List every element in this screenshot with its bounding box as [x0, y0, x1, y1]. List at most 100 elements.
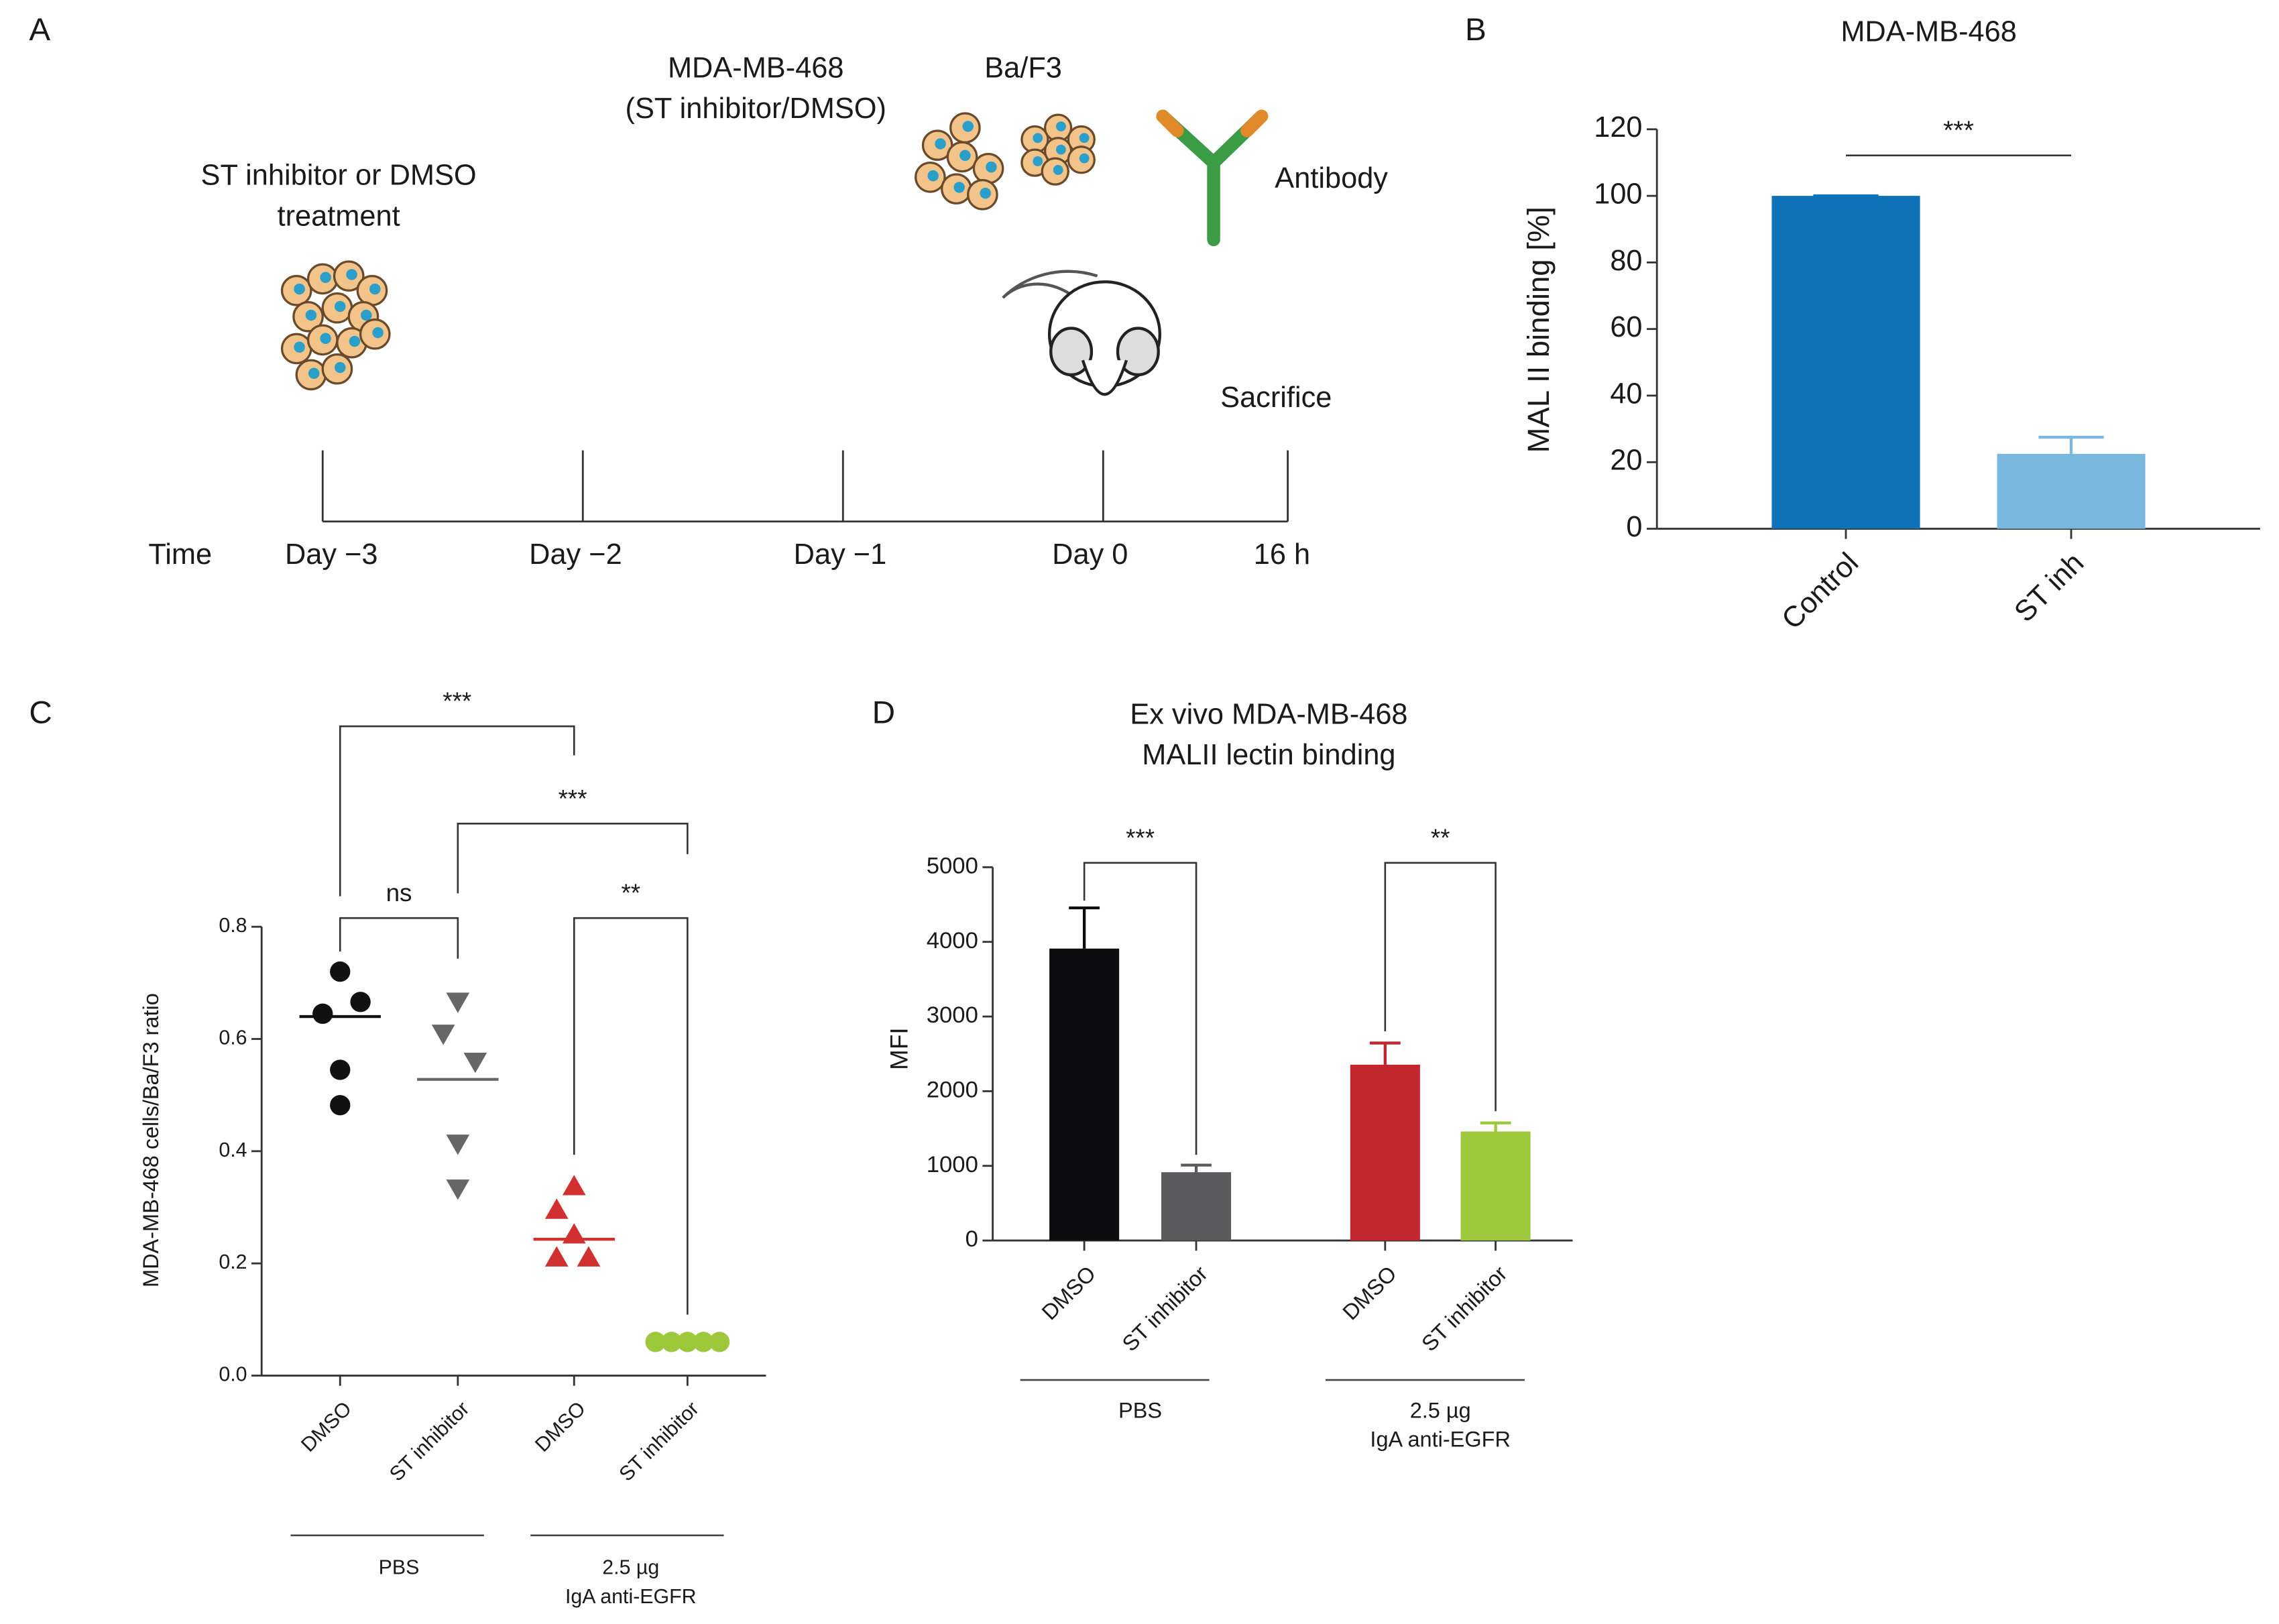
cell-nucleus: [335, 361, 346, 373]
group-label: 2.5 µg: [602, 1557, 659, 1579]
group-label: PBS: [379, 1557, 420, 1579]
bar: [1997, 453, 2146, 529]
data-point: [446, 1179, 470, 1200]
bar: [1350, 1064, 1420, 1241]
bar: [1049, 948, 1120, 1241]
y-tick-label: 60: [1610, 311, 1642, 343]
step-label: treatment: [278, 200, 400, 232]
x-tick-label: ST inhibitor: [1417, 1261, 1511, 1356]
significance-label: **: [1431, 824, 1450, 852]
cell-nucleus: [349, 335, 361, 347]
mouse-ear: [1116, 327, 1160, 377]
mouse-ear: [1049, 327, 1094, 377]
y-tick-label: 0.0: [219, 1364, 247, 1386]
y-tick-label: 1000: [927, 1152, 978, 1177]
data-point: [544, 1198, 569, 1219]
group-label: PBS: [1118, 1398, 1162, 1422]
y-tick-label: 4000: [927, 928, 978, 953]
x-tick-label: ST inhibitor: [1118, 1261, 1212, 1356]
panel-label: B: [1465, 12, 1486, 48]
step-label: ST inhibitor or DMSO: [201, 160, 477, 192]
y-tick-label: 0: [1626, 511, 1642, 543]
data-point: [577, 1246, 601, 1267]
significance-label: ns: [386, 879, 412, 907]
significance-bracket: [457, 823, 689, 894]
error-bar: [2038, 435, 2104, 454]
data-point: [330, 1059, 351, 1080]
x-tick-label: Control: [1775, 546, 1865, 636]
cell-nucleus: [294, 283, 305, 295]
cell-nucleus: [320, 272, 331, 284]
day-label: Day −2: [529, 538, 622, 571]
day-label: 16 h: [1254, 538, 1310, 571]
cell-nucleus: [986, 161, 997, 173]
cell-nucleus: [305, 309, 317, 321]
day-label: Day 0: [1052, 538, 1128, 571]
error-bar: [1069, 906, 1100, 949]
y-tick-label: 100: [1594, 178, 1642, 211]
significance-label: ***: [1126, 824, 1155, 852]
cell-nucleus: [346, 269, 357, 280]
data-point: [562, 1175, 586, 1196]
cell-nucleus: [361, 309, 372, 321]
cell-nucleus: [1079, 153, 1090, 164]
data-point: [330, 961, 351, 982]
bar: [1161, 1172, 1232, 1241]
y-tick-label: 80: [1610, 245, 1642, 277]
y-axis-label: MAL II binding [%]: [1521, 207, 1556, 453]
step-label: Sacrifice: [1220, 382, 1332, 414]
panel-label: D: [872, 695, 895, 730]
y-tick-label: 5000: [927, 853, 978, 878]
mouse-tail: [1002, 270, 1098, 299]
panel-label: A: [29, 12, 50, 48]
significance-label: ***: [1943, 116, 1974, 145]
significance-bracket: [573, 917, 689, 1315]
bar: [1460, 1131, 1531, 1241]
significance-bracket: [1083, 862, 1197, 1155]
cell-nucleus: [927, 170, 939, 182]
cell-nucleus: [953, 182, 965, 193]
data-point: [446, 992, 470, 1013]
y-tick-label: 20: [1610, 445, 1642, 477]
x-tick-label: ST inhibitor: [616, 1397, 703, 1485]
day-label: Day −3: [285, 538, 378, 571]
cell-nucleus: [935, 138, 946, 150]
y-tick-label: 120: [1594, 111, 1642, 143]
error-bar: [1369, 1041, 1401, 1065]
mouse-head: [1081, 359, 1128, 396]
chart-title: MALII lectin binding: [1142, 739, 1395, 771]
antibody-tip: [1156, 109, 1269, 137]
group-label: IgA anti-EGFR: [565, 1586, 697, 1608]
cell-nucleus: [1056, 121, 1066, 131]
data-point: [350, 992, 371, 1012]
group-label: 2.5 µg: [1410, 1398, 1471, 1422]
cell-nucleus: [1033, 156, 1043, 166]
data-point: [446, 1135, 470, 1155]
bar: [1771, 196, 1920, 529]
y-tick-label: 2000: [927, 1078, 978, 1103]
data-point: [330, 1095, 351, 1116]
cell-nucleus: [1053, 165, 1063, 175]
chart-title: Ex vivo MDA-MB-468: [1130, 698, 1407, 730]
timeline-label: Time: [148, 538, 212, 571]
cell-nucleus: [372, 327, 384, 339]
significance-label: **: [621, 879, 640, 907]
panel-label: C: [29, 695, 52, 730]
significance-bracket: [1384, 862, 1497, 1112]
y-tick-label: 0.6: [219, 1027, 247, 1049]
significance-bracket: [339, 917, 459, 959]
step-label: MDA-MB-468: [668, 52, 844, 84]
cell-nucleus: [1033, 133, 1043, 143]
x-tick-label: ST inh: [2008, 546, 2090, 628]
y-tick-label: 0.2: [219, 1251, 247, 1273]
error-bar: [1480, 1121, 1511, 1132]
step-label: (ST inhibitor/DMSO): [626, 93, 886, 125]
data-point: [312, 1003, 333, 1025]
cell-nucleus: [320, 333, 331, 344]
data-point: [463, 1052, 487, 1074]
y-tick-label: 0.4: [219, 1139, 247, 1161]
cell-nucleus: [980, 187, 991, 199]
cell-nucleus: [962, 121, 974, 132]
